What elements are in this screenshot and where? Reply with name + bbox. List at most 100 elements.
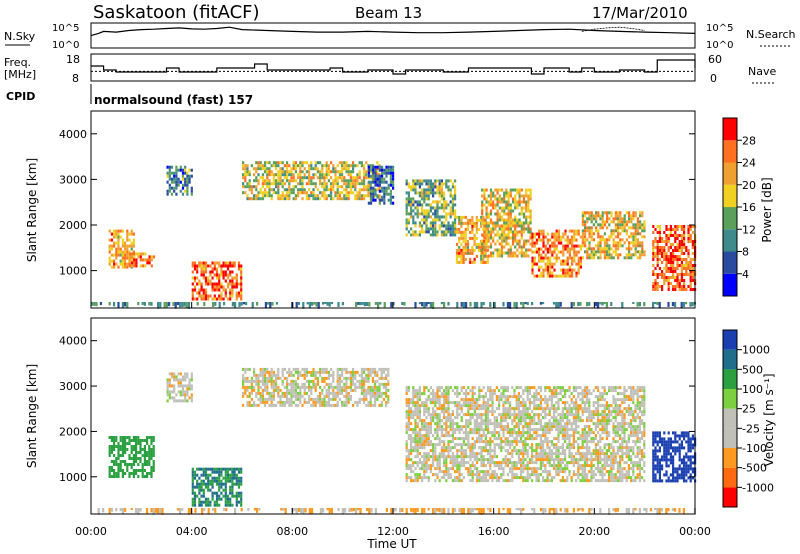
range-cell xyxy=(166,393,169,397)
range-cell xyxy=(663,246,666,249)
range-cell xyxy=(231,288,234,292)
range-cell xyxy=(473,239,476,243)
range-cell xyxy=(638,302,641,307)
range-cell xyxy=(202,473,205,477)
range-cell xyxy=(327,403,330,407)
range-cell xyxy=(471,392,474,396)
range-cell xyxy=(325,400,328,404)
range-cell xyxy=(427,452,430,456)
range-cell xyxy=(246,367,249,371)
range-cell xyxy=(471,437,474,441)
range-cell xyxy=(440,203,443,207)
range-cell xyxy=(504,395,507,399)
range-cell xyxy=(500,461,503,465)
range-cell xyxy=(352,403,355,407)
range-cell xyxy=(301,170,304,174)
range-cell xyxy=(242,173,245,177)
range-cell xyxy=(525,191,528,195)
range-cell xyxy=(130,247,133,251)
range-cell xyxy=(454,446,457,450)
range-cell xyxy=(347,182,350,186)
range-cell xyxy=(352,164,355,168)
range-cell xyxy=(354,179,357,183)
range-cell xyxy=(495,473,498,477)
range-cell xyxy=(336,188,339,192)
range-cell xyxy=(322,302,325,305)
range-cell xyxy=(290,176,293,180)
range-cell xyxy=(630,235,633,239)
range-cell xyxy=(652,243,655,246)
range-cell xyxy=(487,236,490,240)
range-cell xyxy=(414,410,417,414)
range-cell xyxy=(520,224,523,228)
range-cell xyxy=(496,197,499,201)
range-cell xyxy=(115,472,118,475)
range-cell xyxy=(294,388,297,392)
range-cell xyxy=(621,238,624,242)
range-cell xyxy=(410,449,413,453)
range-cell xyxy=(504,479,507,483)
range-cell xyxy=(113,262,116,266)
range-cell xyxy=(299,164,302,168)
range-cell xyxy=(297,194,300,198)
range-cell xyxy=(349,188,352,192)
range-cell xyxy=(341,403,344,407)
range-cell xyxy=(471,446,474,450)
range-cell xyxy=(498,404,501,408)
range-cell xyxy=(314,194,317,198)
range-cell xyxy=(493,425,496,429)
range-cell xyxy=(476,461,479,465)
range-cell xyxy=(667,282,670,285)
range-cell xyxy=(297,302,300,305)
range-cell xyxy=(575,232,578,236)
range-cell xyxy=(665,243,668,246)
range-cell xyxy=(363,194,366,198)
range-cell xyxy=(625,211,628,215)
range-cell xyxy=(494,203,497,207)
range-cell xyxy=(423,386,426,390)
range-cell xyxy=(338,176,341,180)
range-cell xyxy=(297,376,300,380)
range-cell xyxy=(520,302,523,305)
range-cell xyxy=(451,389,454,393)
range-cell xyxy=(374,388,377,392)
range-cell xyxy=(407,449,410,453)
range-cell xyxy=(522,215,526,219)
range-cell xyxy=(371,367,374,371)
range-cell xyxy=(586,226,589,230)
range-cell xyxy=(266,382,269,386)
range-cell xyxy=(568,250,571,254)
range-cell xyxy=(617,232,620,236)
range-cell xyxy=(184,180,187,184)
range-cell xyxy=(381,180,384,184)
range-cell xyxy=(487,419,490,423)
range-cell xyxy=(489,191,493,195)
range-cell xyxy=(487,239,490,243)
range-cell xyxy=(464,221,467,225)
range-cell xyxy=(321,376,324,380)
range-cell xyxy=(416,212,419,216)
range-cell xyxy=(128,255,131,259)
range-cell xyxy=(639,253,642,257)
range-cell xyxy=(507,233,510,237)
range-cell xyxy=(345,376,348,380)
range-cell xyxy=(560,274,563,278)
range-cell xyxy=(244,173,247,177)
range-cell xyxy=(308,170,311,174)
range-cell xyxy=(292,173,295,177)
range-cell xyxy=(434,416,437,420)
range-cell xyxy=(150,439,153,442)
range-cell xyxy=(514,233,517,237)
range-cell xyxy=(371,403,374,407)
range-cell xyxy=(308,379,311,383)
range-cell xyxy=(601,238,604,242)
range-cell xyxy=(531,244,534,248)
range-cell xyxy=(191,270,194,274)
range-cell xyxy=(321,191,324,195)
range-cell xyxy=(680,258,683,261)
range-cell xyxy=(514,245,517,249)
range-cell xyxy=(231,291,234,295)
range-cell xyxy=(436,413,439,417)
range-cell xyxy=(367,385,370,389)
range-cell xyxy=(365,391,368,395)
